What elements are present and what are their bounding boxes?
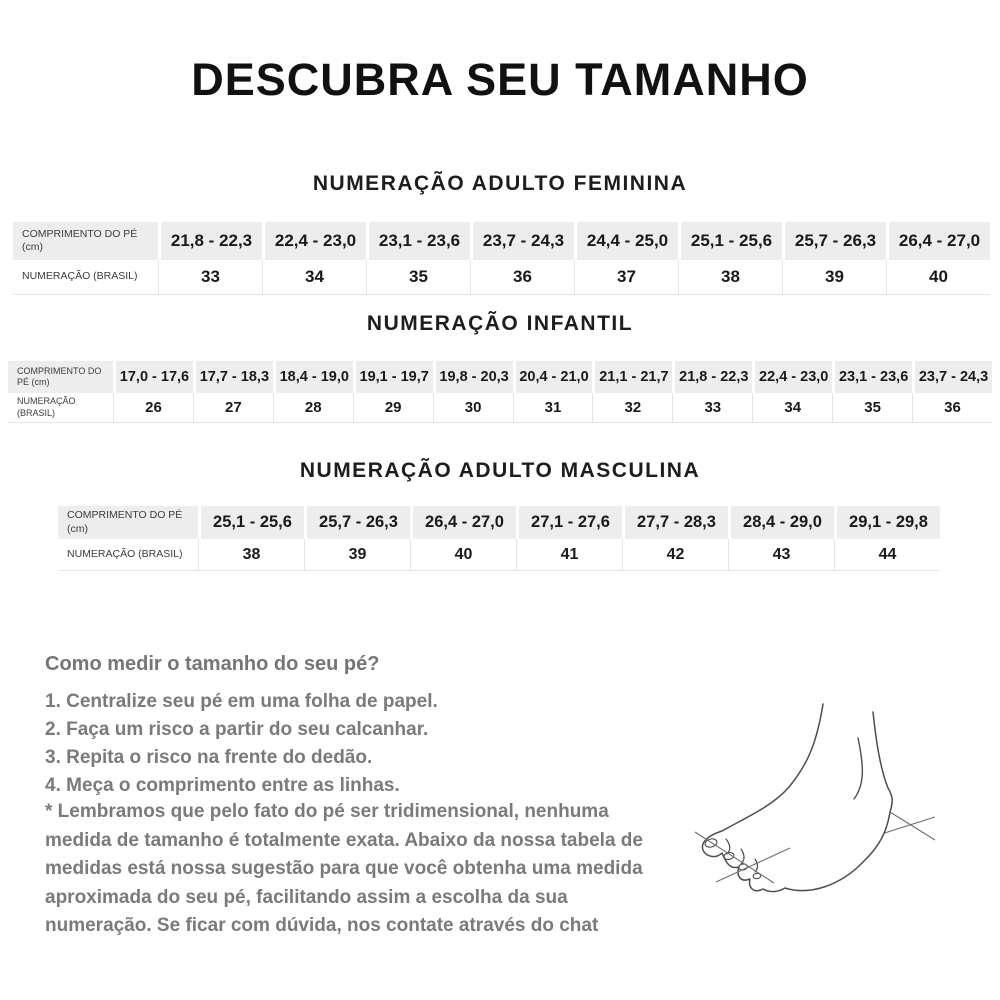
howto-step: 3. Repita o risco na frente do dedão. [45, 747, 373, 768]
heel-measure-line [889, 811, 936, 841]
size-cell: 39 [304, 539, 410, 571]
length-range-cell: 21,8 - 22,3 [158, 222, 262, 260]
table-row-sizes: NUMERAÇÃO (BRASIL) 33 34 35 36 37 38 39 … [13, 260, 990, 295]
length-range-cell: 21,1 - 21,7 [592, 361, 673, 393]
length-range-cell: 22,4 - 23,0 [262, 222, 366, 260]
length-range-cell: 25,1 - 25,6 [198, 506, 304, 539]
howto-step: 4. Meça o comprimento entre as linhas. [45, 775, 400, 796]
table-row-lengths: COMPRIMENTO DO PÉ (cm) 21,8 - 22,3 22,4 … [13, 222, 990, 260]
table-row-sizes: NUMERAÇÃO (BRASIL) 38 39 40 41 42 43 44 [58, 539, 940, 571]
length-range-cell: 17,7 - 18,3 [192, 361, 273, 393]
length-range-cell: 26,4 - 27,0 [410, 506, 516, 539]
howto-step: 1. Centralize seu pé em uma folha de pap… [45, 691, 438, 712]
toe-measure-line [694, 831, 775, 884]
row-label-size: NUMERAÇÃO (BRASIL) [58, 539, 198, 571]
howto-step: 2. Faça um risco a partir do seu calcanh… [45, 719, 429, 740]
table-adulto-feminina: COMPRIMENTO DO PÉ (cm) 21,8 - 22,3 22,4 … [13, 222, 990, 295]
size-cell: 40 [886, 260, 990, 295]
toe-measure-line [715, 847, 791, 883]
length-range-cell: 25,1 - 25,6 [678, 222, 782, 260]
row-label-length: COMPRIMENTO DO PÉ (cm) [58, 506, 198, 539]
length-range-cell: 23,1 - 23,6 [366, 222, 470, 260]
foot-outline [701, 703, 893, 893]
size-cell: 35 [832, 393, 913, 423]
length-range-cell: 28,4 - 29,0 [728, 506, 834, 539]
length-range-cell: 19,8 - 20,3 [432, 361, 513, 393]
row-label-size: NUMERAÇÃO (BRASIL) [8, 393, 113, 423]
toenail [704, 838, 718, 848]
size-cell: 36 [912, 393, 992, 423]
length-range-cell: 22,4 - 23,0 [752, 361, 833, 393]
size-cell: 35 [366, 260, 470, 295]
size-cell: 37 [574, 260, 678, 295]
length-range-cell: 17,0 - 17,6 [113, 361, 193, 393]
length-range-cell: 25,7 - 26,3 [304, 506, 410, 539]
size-cell: 39 [782, 260, 886, 295]
length-range-cell: 23,7 - 24,3 [912, 361, 992, 393]
section-title-adulto-feminina: NUMERAÇÃO ADULTO FEMININA [312, 172, 688, 195]
size-cell: 44 [834, 539, 940, 571]
length-range-cell: 23,1 - 23,6 [832, 361, 913, 393]
howto-heading: Como medir o tamanho do seu pé? [45, 653, 380, 675]
foot-drawing-icon [694, 703, 936, 893]
table-row-lengths: COMPRIMENTO DO PÉ (cm) 17,0 - 17,6 17,7 … [8, 361, 992, 393]
length-range-cell: 21,8 - 22,3 [672, 361, 753, 393]
size-cell: 38 [678, 260, 782, 295]
size-cell: 36 [470, 260, 574, 295]
section-title-infantil: NUMERAÇÃO INFANTIL [366, 312, 634, 335]
length-range-cell: 29,1 - 29,8 [834, 506, 940, 539]
table-row-sizes: NUMERAÇÃO (BRASIL) 26 27 28 29 30 31 32 … [8, 393, 992, 423]
size-cell: 29 [352, 393, 433, 423]
size-cell: 34 [752, 393, 833, 423]
size-cell: 41 [516, 539, 622, 571]
size-cell: 33 [158, 260, 262, 295]
row-label-size: NUMERAÇÃO (BRASIL) [13, 260, 158, 295]
length-range-cell: 20,4 - 21,0 [512, 361, 593, 393]
size-cell: 33 [672, 393, 753, 423]
row-label-length: COMPRIMENTO DO PÉ (cm) [8, 361, 113, 393]
size-cell: 26 [113, 393, 193, 423]
section-title-adulto-masculina: NUMERAÇÃO ADULTO MASCULINA [299, 459, 701, 482]
toenail [723, 851, 735, 861]
disclaimer-note: * Lembramos que pelo fato do pé ser trid… [45, 801, 643, 936]
size-cell: 32 [592, 393, 673, 423]
table-adulto-masculina: COMPRIMENTO DO PÉ (cm) 25,1 - 25,6 25,7 … [58, 506, 940, 571]
length-range-cell: 24,4 - 25,0 [574, 222, 678, 260]
length-range-cell: 27,7 - 28,3 [622, 506, 728, 539]
table-row-lengths: COMPRIMENTO DO PÉ (cm) 25,1 - 25,6 25,7 … [58, 506, 940, 539]
size-cell: 38 [198, 539, 304, 571]
size-cell: 27 [192, 393, 273, 423]
table-infantil: COMPRIMENTO DO PÉ (cm) 17,0 - 17,6 17,7 … [8, 361, 992, 423]
length-range-cell: 23,7 - 24,3 [470, 222, 574, 260]
howto-steps: 1. Centralize seu pé em uma folha de pap… [45, 688, 438, 800]
toenail [752, 872, 762, 880]
length-range-cell: 25,7 - 26,3 [782, 222, 886, 260]
length-range-cell: 27,1 - 27,6 [516, 506, 622, 539]
row-label-length: COMPRIMENTO DO PÉ (cm) [13, 222, 158, 260]
size-cell: 40 [410, 539, 516, 571]
size-cell: 43 [728, 539, 834, 571]
size-cell: 28 [272, 393, 353, 423]
size-cell: 31 [512, 393, 593, 423]
page-title: DESCUBRA SEU TAMANHO [191, 54, 809, 105]
foot-measurement-illustration [688, 700, 996, 950]
length-range-cell: 26,4 - 27,0 [886, 222, 990, 260]
length-range-cell: 18,4 - 19,0 [272, 361, 353, 393]
toe-separator [740, 848, 745, 865]
size-cell: 30 [432, 393, 513, 423]
size-cell: 42 [622, 539, 728, 571]
length-range-cell: 19,1 - 19,7 [352, 361, 433, 393]
inner-ankle-line [853, 737, 864, 800]
size-cell: 34 [262, 260, 366, 295]
